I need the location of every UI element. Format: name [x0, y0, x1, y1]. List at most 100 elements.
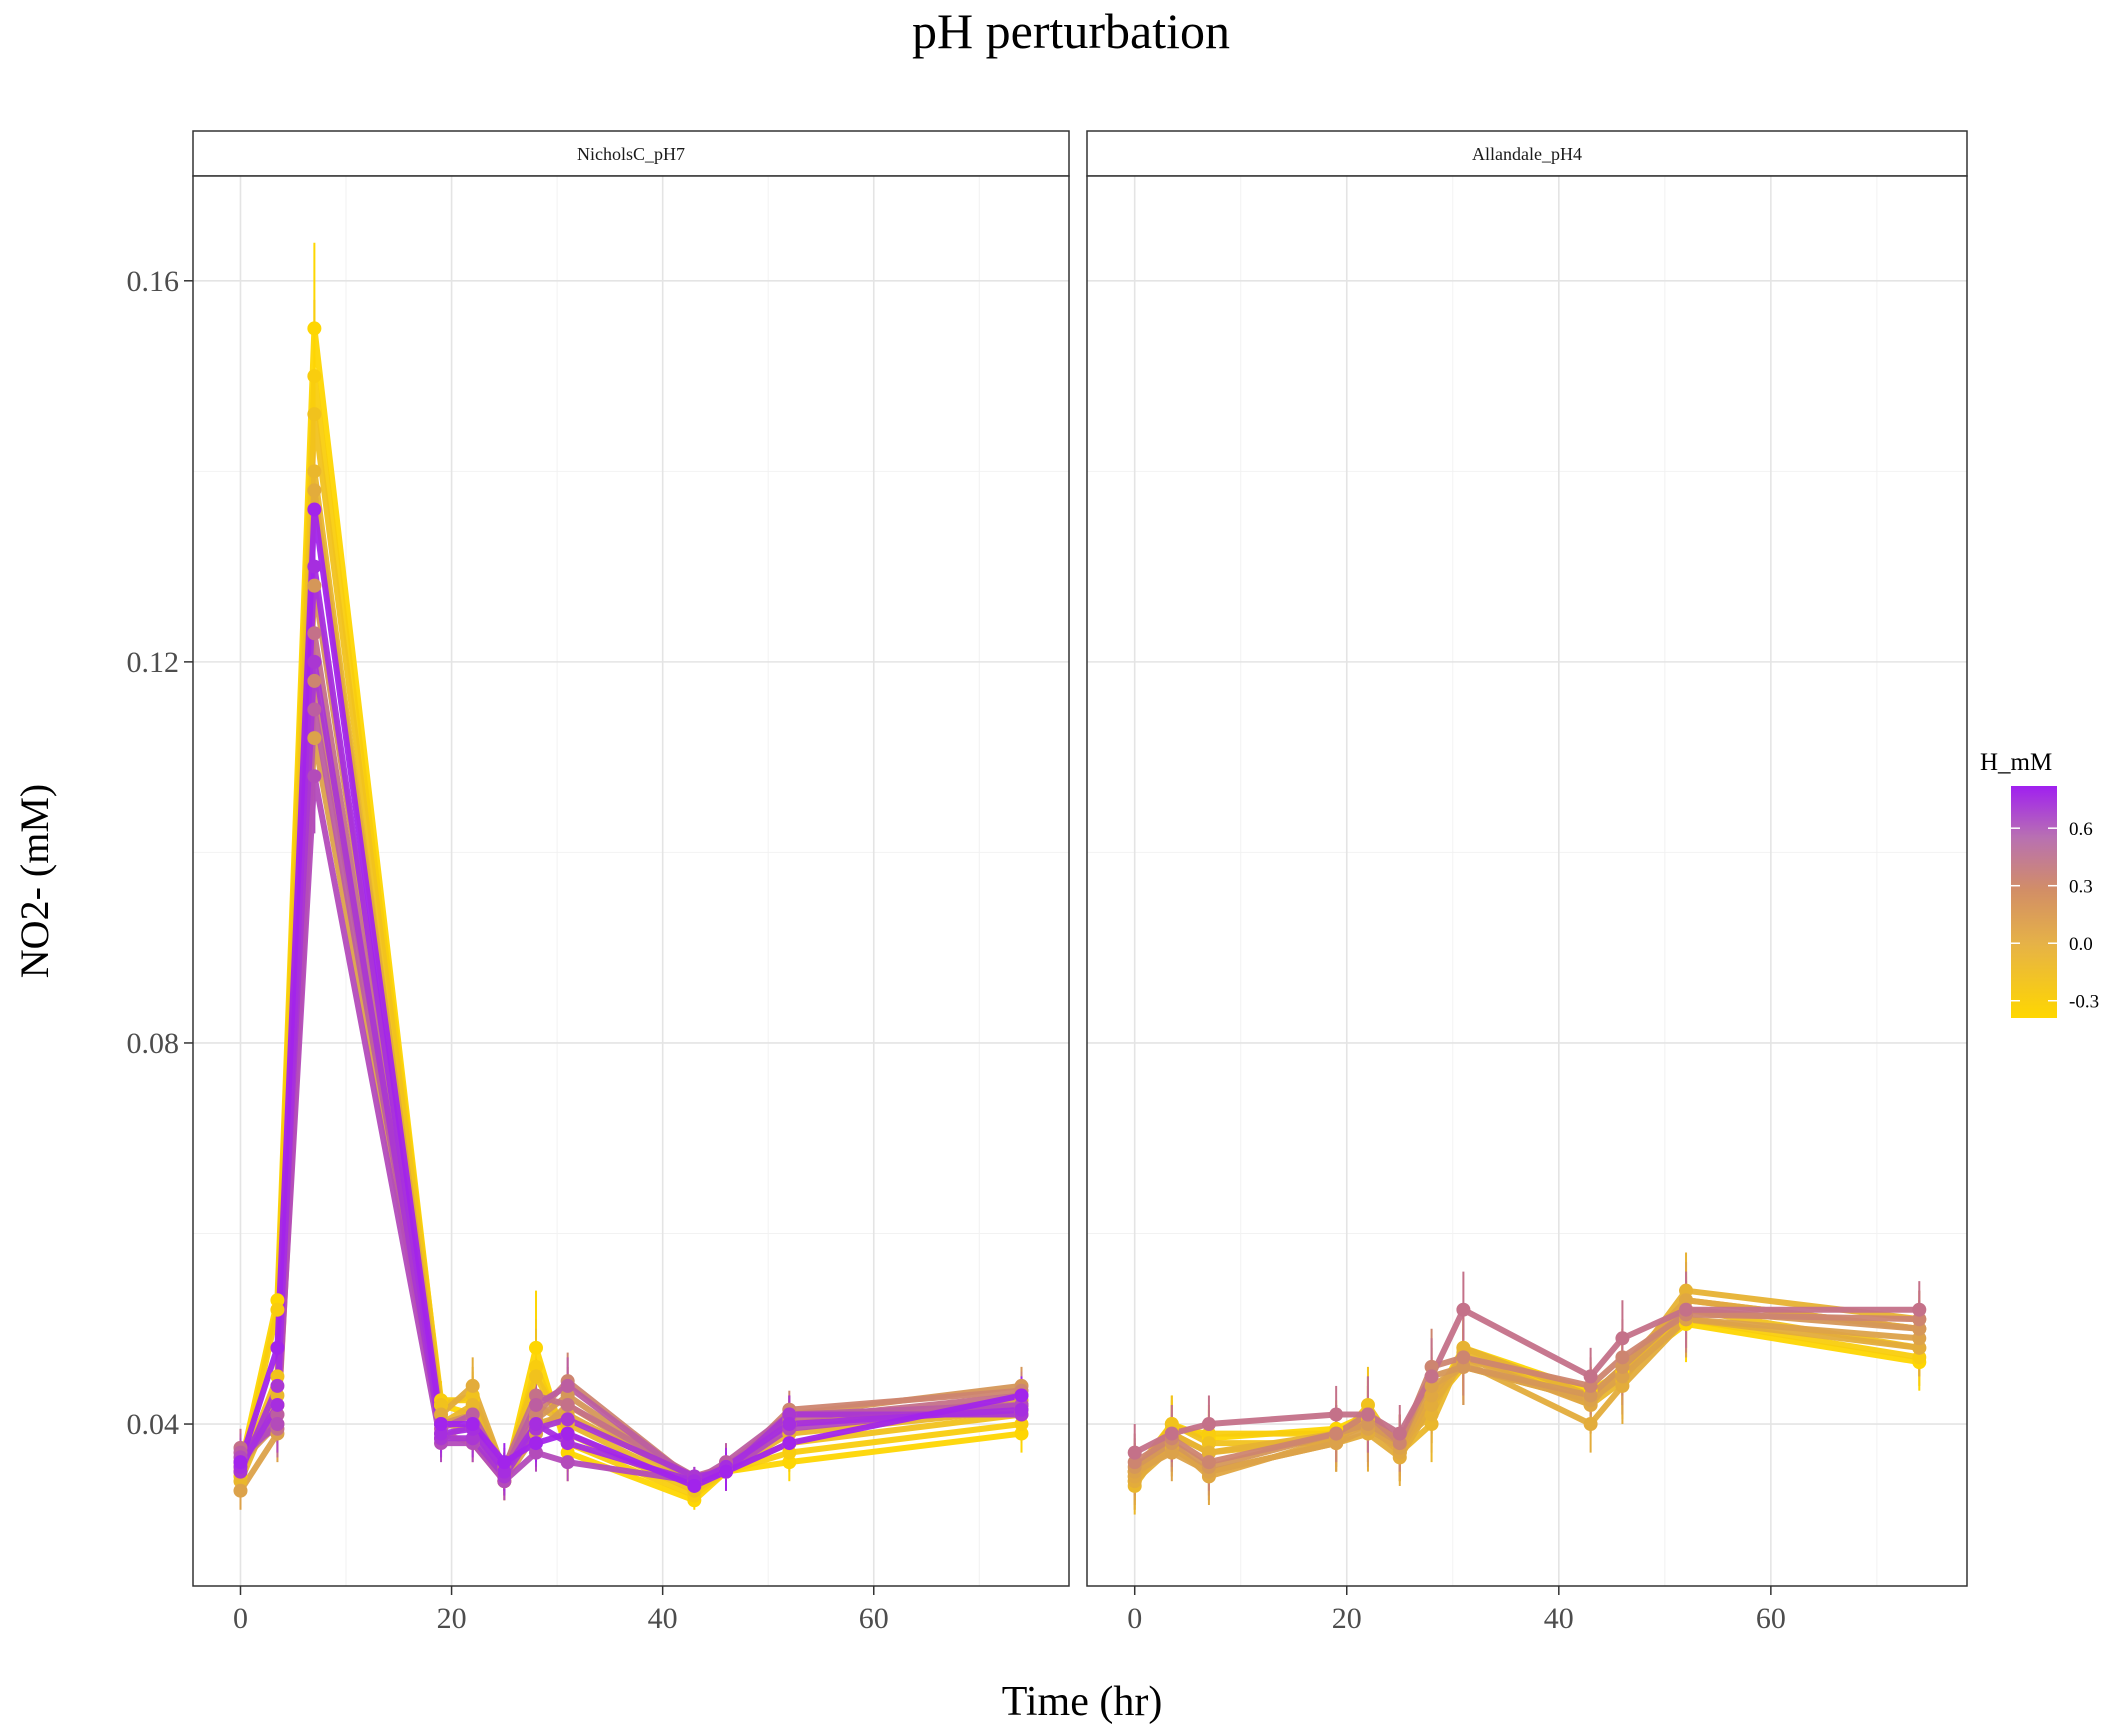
panel-allandale-frame — [1086, 175, 1968, 1587]
data-point — [560, 1397, 575, 1412]
panel-nicholsc-strip — [192, 130, 1070, 177]
x-tick-label: 60 — [1756, 1602, 1786, 1635]
data-point — [307, 502, 322, 517]
data-point — [1583, 1369, 1598, 1384]
data-point — [307, 702, 322, 717]
data-point — [307, 483, 322, 498]
data-point — [687, 1478, 702, 1493]
x-axis-label: Time (hr) — [1002, 1679, 1163, 1725]
x-tick-label: 60 — [859, 1602, 889, 1635]
data-point — [529, 1436, 544, 1451]
legend-tick-label: 0.6 — [2069, 819, 2093, 840]
data-point — [1360, 1407, 1375, 1422]
data-point — [782, 1417, 797, 1432]
data-point — [1615, 1350, 1630, 1365]
data-point — [465, 1378, 480, 1393]
data-point — [1912, 1302, 1927, 1317]
x-tick-label: 0 — [233, 1602, 248, 1635]
data-point — [434, 1417, 449, 1432]
y-tick-label: 0.04 — [127, 1408, 180, 1441]
legend-title: H_mM — [1980, 749, 2052, 776]
data-point — [1201, 1455, 1216, 1470]
data-point — [307, 731, 322, 746]
panel-nicholsc-strip-label: NicholsC_pH7 — [577, 144, 685, 164]
data-point — [1014, 1388, 1029, 1403]
data-point — [529, 1340, 544, 1355]
legend-tick-label: 0.0 — [2069, 934, 2093, 955]
panel-nicholsc-points — [233, 321, 1029, 1508]
panel-allandale-grid — [1087, 176, 1967, 1586]
data-point — [782, 1436, 797, 1451]
data-point — [529, 1369, 544, 1384]
data-point — [560, 1378, 575, 1393]
data-point — [1456, 1302, 1471, 1317]
chart-title: pH perturbation — [912, 3, 1230, 59]
x-tick-label: 40 — [1544, 1602, 1574, 1635]
panel-allandale-points — [1127, 1283, 1927, 1493]
data-point — [307, 769, 322, 784]
x-tick-label: 40 — [648, 1602, 678, 1635]
data-point — [307, 321, 322, 336]
data-point — [1583, 1417, 1598, 1432]
data-point — [529, 1397, 544, 1412]
data-point — [718, 1464, 733, 1479]
data-point — [307, 369, 322, 384]
data-point — [1329, 1407, 1344, 1422]
data-point — [270, 1378, 285, 1393]
legend-tick-label: -0.3 — [2069, 992, 2099, 1013]
x-tick-label: 0 — [1127, 1602, 1142, 1635]
panel-allandale-strip-label: Allandale_pH4 — [1472, 144, 1582, 164]
y-tick-label: 0.08 — [127, 1027, 180, 1060]
data-point — [1424, 1369, 1439, 1384]
data-point — [233, 1455, 248, 1470]
legend-ticks: 0.6 0.3 0.0 -0.3 — [2011, 819, 2099, 1013]
data-point — [307, 407, 322, 422]
y-axis-ticks: 0.04 0.08 0.12 0.16 — [127, 265, 193, 1441]
data-point — [270, 1417, 285, 1432]
data-point — [1679, 1302, 1694, 1317]
legend-colorbar — [2011, 786, 2057, 1018]
panel-nicholsc: NicholsC_pH7 0 20 40 60 — [192, 130, 1070, 1635]
data-point — [1201, 1417, 1216, 1432]
data-point — [307, 654, 322, 669]
panel-allandale-x-ticks: 0 20 40 60 — [1127, 1586, 1786, 1635]
legend-tick-label: 0.3 — [2069, 877, 2093, 898]
data-point — [1014, 1402, 1029, 1417]
data-point — [270, 1302, 285, 1317]
data-point — [560, 1412, 575, 1427]
y-tick-label: 0.12 — [127, 646, 180, 679]
data-point — [307, 626, 322, 641]
data-point — [1164, 1426, 1179, 1441]
panel-nicholsc-frame — [192, 175, 1070, 1587]
data-point — [1456, 1350, 1471, 1365]
y-tick-label: 0.16 — [127, 265, 180, 298]
legend: H_mM 0.6 0.3 0.0 -0.3 — [1980, 749, 2099, 1018]
x-tick-label: 20 — [437, 1602, 467, 1635]
panel-background — [1087, 176, 1967, 1586]
data-point — [560, 1426, 575, 1441]
y-axis-label: NO2- (mM) — [12, 784, 57, 978]
data-point — [1392, 1426, 1407, 1441]
data-point — [465, 1417, 480, 1432]
data-point — [560, 1455, 575, 1470]
data-point — [307, 559, 322, 574]
data-point — [497, 1455, 512, 1470]
data-point — [270, 1397, 285, 1412]
panel-nicholsc-x-ticks: 0 20 40 60 — [233, 1586, 889, 1635]
series-line — [237, 506, 1025, 1489]
data-point — [307, 673, 322, 688]
data-point — [307, 464, 322, 479]
panel-background — [193, 176, 1069, 1586]
data-point — [529, 1417, 544, 1432]
data-point — [1615, 1331, 1630, 1346]
data-point — [233, 1483, 248, 1498]
data-point — [307, 578, 322, 593]
data-point — [1127, 1445, 1142, 1460]
data-point — [270, 1340, 285, 1355]
panel-nicholsc-grid — [193, 176, 1069, 1586]
data-point — [1329, 1426, 1344, 1441]
panel-allandale: Allandale_pH4 0 20 40 60 — [1086, 130, 1968, 1635]
x-tick-label: 20 — [1332, 1602, 1362, 1635]
panel-allandale-strip — [1086, 130, 1968, 177]
